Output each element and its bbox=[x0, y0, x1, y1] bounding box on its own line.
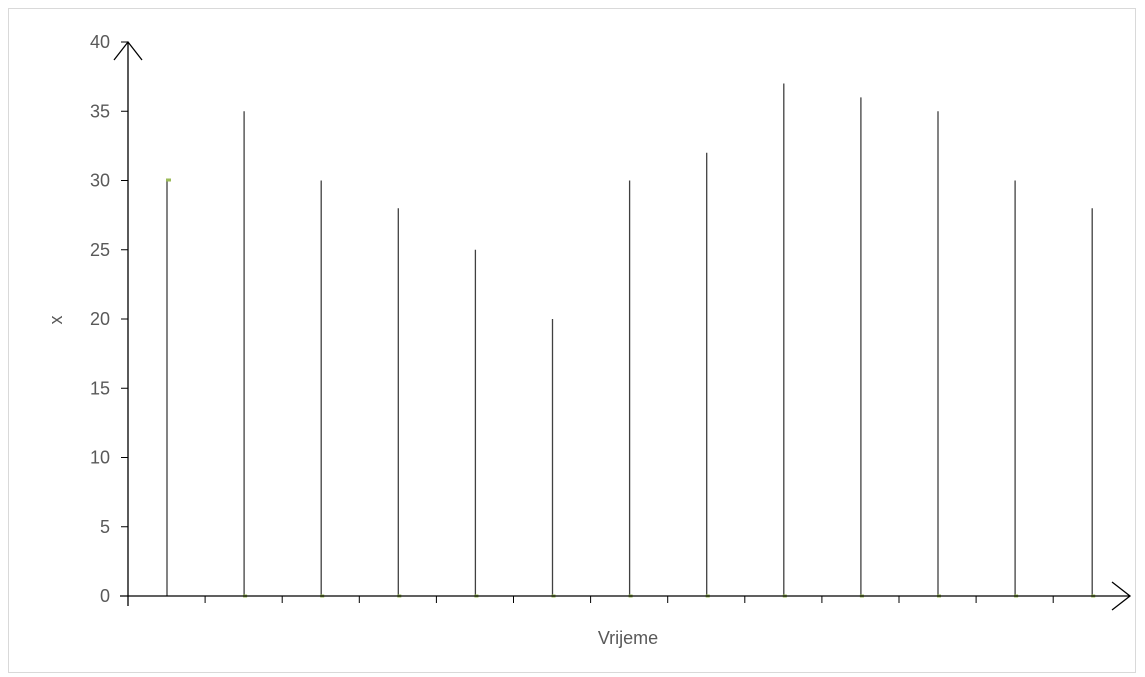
chart-frame bbox=[8, 8, 1136, 673]
y-tick-label: 35 bbox=[90, 101, 110, 121]
stems-layer bbox=[166, 83, 1093, 596]
y-tick-label: 40 bbox=[90, 32, 110, 52]
y-tick-label: 10 bbox=[90, 448, 110, 468]
data-marker bbox=[166, 178, 171, 182]
y-tick-label: 15 bbox=[90, 378, 110, 398]
y-tick-label: 5 bbox=[100, 517, 110, 537]
y-tick-label: 0 bbox=[100, 586, 110, 606]
y-axis-title: x bbox=[46, 316, 66, 325]
markers-layer bbox=[166, 178, 1096, 598]
y-tick-label: 25 bbox=[90, 240, 110, 260]
y-tick-label: 20 bbox=[90, 309, 110, 329]
labels-layer: 0 5 10 15 20 25 30 35 40 bbox=[90, 32, 110, 606]
y-tick-label: 30 bbox=[90, 171, 110, 191]
x-axis-title: Vrijeme bbox=[598, 628, 658, 648]
axes-layer bbox=[113, 40, 1132, 611]
x-axis-arrow bbox=[1111, 581, 1132, 611]
